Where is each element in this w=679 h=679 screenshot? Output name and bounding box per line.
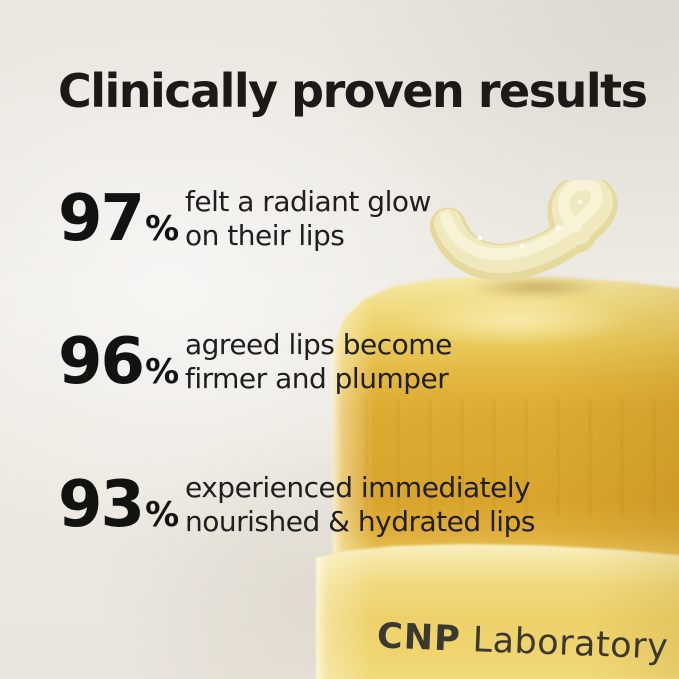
stat-number: 96 xyxy=(58,325,145,399)
headline: Clinically proven results xyxy=(58,64,648,118)
stat-description-line: on their lips xyxy=(185,219,345,252)
cap-dome-highlight xyxy=(370,288,660,354)
brand-name-bold: CNP xyxy=(376,616,462,660)
tube-body xyxy=(316,544,679,679)
stat-description-line: nourished & hydrated lips xyxy=(185,505,535,538)
stat-value: 97% xyxy=(58,187,185,251)
brand-name-rest: Laboratory xyxy=(471,620,669,668)
stat-description-line: felt a radiant glow xyxy=(185,185,431,218)
stat-description-line: agreed lips become xyxy=(185,328,452,361)
stat-description: experienced immediately nourished & hydr… xyxy=(185,471,535,539)
stat-row-2: 96% agreed lips become firmer and plumpe… xyxy=(58,319,452,405)
stat-number: 97 xyxy=(58,182,145,256)
stat-description-line: experienced immediately xyxy=(185,471,531,504)
stat-value: 96% xyxy=(58,330,185,394)
percent-sign: % xyxy=(145,209,180,249)
stat-description-line: firmer and plumper xyxy=(185,362,449,395)
stat-value: 93% xyxy=(58,473,185,537)
balm-swirl-graphic xyxy=(430,180,618,281)
percent-sign: % xyxy=(145,495,180,535)
stat-row-3: 93% experienced immediately nourished & … xyxy=(58,462,535,548)
percent-sign: % xyxy=(145,352,180,392)
stat-description: agreed lips become firmer and plumper xyxy=(185,328,452,396)
stat-description: felt a radiant glow on their lips xyxy=(185,185,431,253)
stat-row-1: 97% felt a radiant glow on their lips xyxy=(58,176,431,262)
stat-number: 93 xyxy=(58,468,145,542)
